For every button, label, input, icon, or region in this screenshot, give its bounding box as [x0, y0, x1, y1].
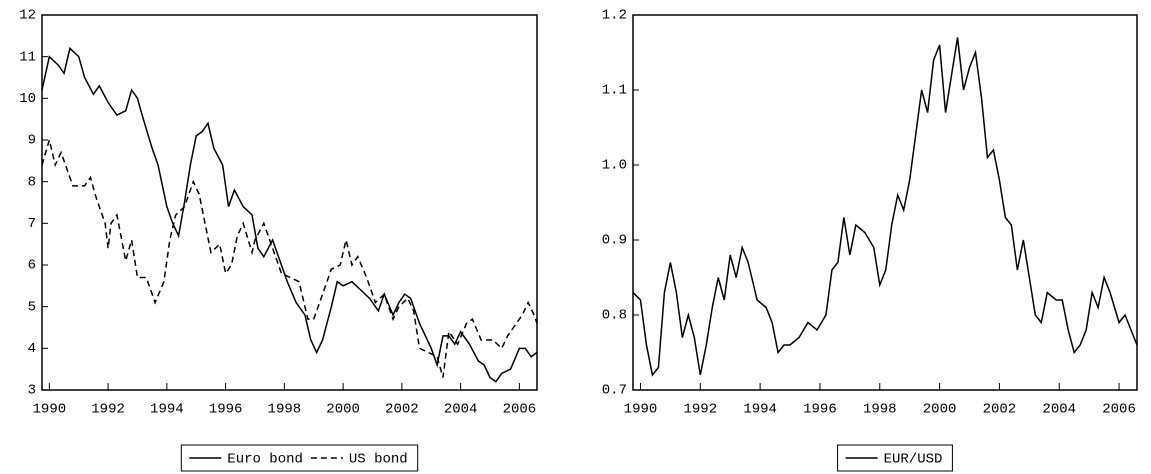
- series-line: [41, 46, 538, 383]
- x-tick-label: 1992: [683, 402, 717, 418]
- x-tick-label: 1990: [33, 402, 67, 418]
- x-tick-label: 1998: [268, 402, 302, 418]
- y-tick-label: 7: [28, 216, 36, 232]
- y-tick-label: 0.9: [602, 233, 627, 249]
- y-tick-label: 1.0: [602, 158, 627, 174]
- x-tick-label: 2004: [1042, 402, 1076, 418]
- legend-box: [180, 444, 419, 472]
- y-tick-label: 0.7: [602, 383, 627, 399]
- plot-frame: [41, 14, 538, 391]
- y-tick-label: 1.2: [602, 8, 627, 24]
- x-tick-label: 1994: [150, 402, 184, 418]
- y-tick-label: 1.1: [602, 83, 627, 99]
- x-tick-label: 1994: [743, 402, 777, 418]
- x-tick-label: 1992: [91, 402, 125, 418]
- x-tick-label: 2002: [983, 402, 1017, 418]
- x-tick-label: 2000: [923, 402, 957, 418]
- x-tick-label: 1996: [803, 402, 837, 418]
- y-tick-label: 4: [28, 341, 36, 357]
- y-tick-label: 12: [19, 8, 36, 24]
- legend-label: Euro bond: [227, 452, 303, 468]
- legend-box: [837, 444, 953, 472]
- y-tick-label: 3: [28, 383, 36, 399]
- legend-label: EUR/USD: [884, 452, 943, 468]
- y-tick-label: 5: [28, 299, 36, 315]
- x-tick-label: 2000: [326, 402, 360, 418]
- plot-frame: [632, 14, 1138, 391]
- y-tick-label: 0.8: [602, 308, 627, 324]
- y-tick-label: 8: [28, 174, 36, 190]
- y-tick-label: 11: [19, 49, 36, 65]
- series-line: [632, 37, 1138, 377]
- x-tick-label: 2004: [444, 402, 478, 418]
- x-tick-label: 1998: [863, 402, 897, 418]
- x-tick-label: 1996: [209, 402, 243, 418]
- x-tick-label: 1990: [624, 402, 658, 418]
- legend-label: US bond: [349, 452, 408, 468]
- x-tick-label: 2006: [503, 402, 537, 418]
- x-tick-label: 2002: [385, 402, 419, 418]
- y-tick-label: 6: [28, 258, 36, 274]
- y-tick-label: 9: [28, 133, 36, 149]
- y-tick-label: 10: [19, 91, 36, 107]
- x-tick-label: 2006: [1102, 402, 1136, 418]
- series-line: [41, 137, 538, 378]
